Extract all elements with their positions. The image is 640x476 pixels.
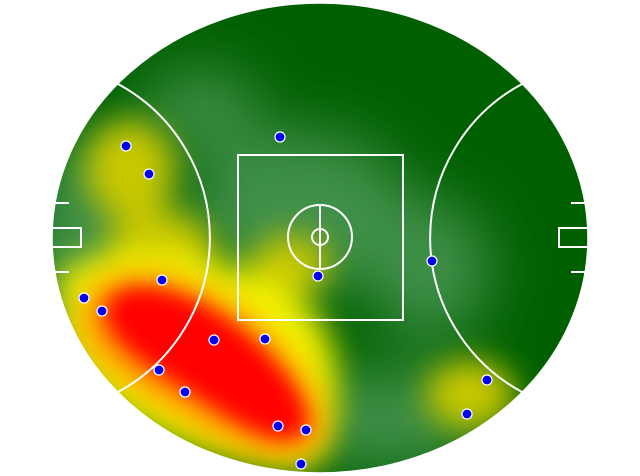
heat-zone-red [106, 287, 307, 439]
boundary-line [51, 2, 589, 474]
heat-zone-olive [425, 360, 515, 430]
event-marker [274, 131, 286, 143]
right-goal-square [558, 227, 588, 248]
heat-red-zones [106, 287, 307, 439]
event-markers [78, 131, 493, 470]
event-marker [295, 458, 307, 470]
event-marker [426, 255, 438, 267]
event-marker [78, 292, 90, 304]
event-marker [461, 408, 473, 420]
event-marker [96, 305, 108, 317]
event-marker [156, 274, 168, 286]
event-marker [312, 270, 324, 282]
left-goal-square [52, 227, 82, 248]
event-marker [143, 168, 155, 180]
event-marker [208, 334, 220, 346]
event-marker [179, 386, 191, 398]
heat-zone-green [140, 70, 260, 150]
heat-zone-green [370, 200, 490, 340]
right-50m-arc [429, 83, 523, 393]
event-marker [153, 364, 165, 376]
centre-square [237, 154, 404, 321]
event-marker [300, 424, 312, 436]
heat-zone-green [190, 130, 410, 290]
event-marker [481, 374, 493, 386]
event-marker [259, 333, 271, 345]
event-marker [120, 140, 132, 152]
heat-zone-olive [85, 120, 175, 220]
left-50m-arc [117, 83, 211, 393]
heat-zone-olive [250, 235, 330, 295]
field-markings [51, 2, 589, 474]
event-marker [272, 420, 284, 432]
